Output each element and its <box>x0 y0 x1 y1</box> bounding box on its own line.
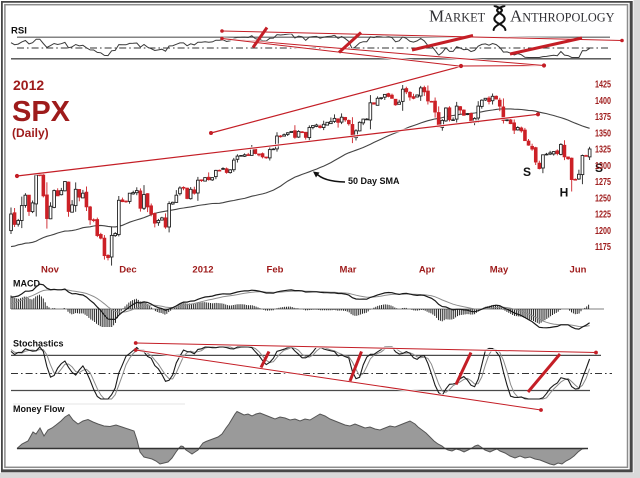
svg-text:S: S <box>523 165 531 179</box>
svg-text:1325: 1325 <box>595 144 611 156</box>
svg-text:(Daily): (Daily) <box>12 126 49 140</box>
svg-text:S: S <box>595 161 603 175</box>
svg-text:1350: 1350 <box>595 127 611 139</box>
svg-text:50 Day SMA: 50 Day SMA <box>348 176 400 186</box>
svg-text:Jun: Jun <box>570 265 587 276</box>
svg-text:Dec: Dec <box>119 265 136 276</box>
svg-text:Stochastics: Stochastics <box>13 339 64 349</box>
svg-text:2012: 2012 <box>192 265 213 276</box>
svg-text:MACD: MACD <box>13 279 40 289</box>
svg-text:1250: 1250 <box>595 192 611 204</box>
svg-text:H: H <box>560 186 569 200</box>
svg-text:May: May <box>490 265 509 276</box>
svg-text:1375: 1375 <box>595 111 611 123</box>
svg-text:Apr: Apr <box>419 265 436 276</box>
svg-text:1275: 1275 <box>595 176 611 188</box>
svg-text:SPX: SPX <box>12 96 71 128</box>
svg-text:Feb: Feb <box>267 265 284 276</box>
svg-text:1400: 1400 <box>595 95 611 107</box>
svg-text:RSI: RSI <box>11 26 27 37</box>
svg-text:Nov: Nov <box>41 265 60 276</box>
svg-text:Money Flow: Money Flow <box>13 404 65 414</box>
svg-text:1425: 1425 <box>595 79 611 91</box>
svg-text:1200: 1200 <box>595 225 611 237</box>
svg-text:Mar: Mar <box>340 265 357 276</box>
svg-text:2012: 2012 <box>13 77 44 93</box>
svg-text:1225: 1225 <box>595 209 611 221</box>
svg-text:1300: 1300 <box>595 160 611 172</box>
svg-text:1175: 1175 <box>595 241 611 253</box>
svg-text:ANTHROPOLOGY: ANTHROPOLOGY <box>510 7 615 26</box>
svg-text:MARKET: MARKET <box>429 7 486 26</box>
